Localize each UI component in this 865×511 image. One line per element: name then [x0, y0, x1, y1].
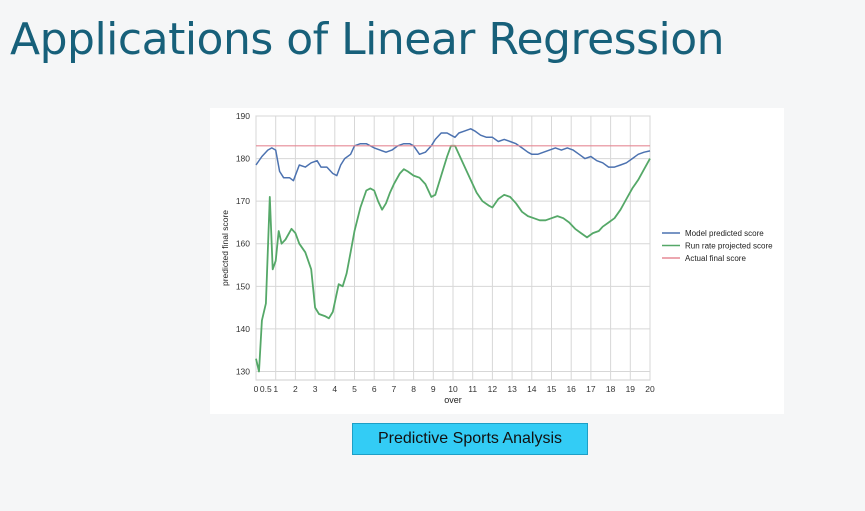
- x-tick-label: 15: [547, 384, 557, 394]
- x-tick-label: 7: [392, 384, 397, 394]
- x-tick-label: 20: [645, 384, 655, 394]
- legend: Model predicted score Run rate projected …: [662, 229, 773, 263]
- x-tick-label: 4: [332, 384, 337, 394]
- y-tick-label: 150: [236, 281, 250, 291]
- y-tick-label: 160: [236, 239, 250, 249]
- model-predicted-line: [255, 128, 651, 182]
- x-tick-label: 14: [527, 384, 537, 394]
- x-tick-label: 19: [626, 384, 636, 394]
- legend-label: Model predicted score: [685, 229, 764, 238]
- y-tick-label: 190: [236, 111, 250, 121]
- x-tick-label: 13: [507, 384, 517, 394]
- slide-title: Applications of Linear Regression: [10, 14, 725, 65]
- x-tick-label: 16: [566, 384, 576, 394]
- axes: 0 1 2 3 4 5 6 7 8 9 10 11 12 13 14 15 16 17 18 19 200.513014…: [220, 111, 655, 405]
- y-tick-label: 140: [236, 324, 250, 334]
- series: [255, 128, 651, 373]
- chart-figure: 0 1 2 3 4 5 6 7 8 9 10 11 12 13 14 15 16 17 18 19 20 0.5 130 14…: [210, 108, 784, 414]
- x-tick-label: 0.5: [260, 384, 272, 394]
- legend-label: Actual final score: [685, 254, 746, 263]
- y-axis-label: predicted final score: [220, 210, 230, 286]
- x-tick-label: 9: [431, 384, 436, 394]
- x-tick-label: 5: [352, 384, 357, 394]
- y-tick-label: 170: [236, 196, 250, 206]
- x-tick-label: 6: [372, 384, 377, 394]
- y-tick-label: 180: [236, 154, 250, 164]
- caption-box: Predictive Sports Analysis: [352, 423, 588, 455]
- legend-label: Run rate projected score: [685, 242, 773, 251]
- x-tick-label: 1: [273, 384, 278, 394]
- x-tick-label: 0: [254, 384, 259, 394]
- x-axis-label: over: [444, 395, 462, 405]
- x-tick-label: 3: [313, 384, 318, 394]
- grid-lines: [255, 115, 651, 381]
- x-tick-label: 12: [488, 384, 498, 394]
- y-tick-label: 130: [236, 366, 250, 376]
- x-tick-label: 8: [411, 384, 416, 394]
- run-rate-projected-line: [255, 144, 651, 373]
- x-tick-label: 18: [606, 384, 616, 394]
- x-tick-label: 10: [448, 384, 458, 394]
- x-tick-label: 2: [293, 384, 298, 394]
- x-tick-label: 11: [468, 384, 477, 394]
- line-chart: 0 1 2 3 4 5 6 7 8 9 10 11 12 13 14 15 16 17 18 19 200.513014…: [220, 111, 773, 405]
- x-tick-label: 17: [586, 384, 596, 394]
